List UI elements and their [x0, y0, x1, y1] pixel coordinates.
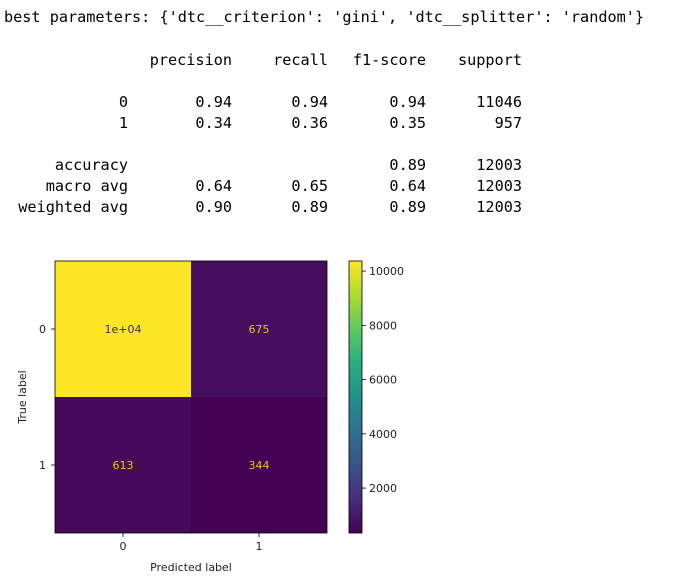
y-axis-label: True label — [16, 370, 29, 424]
report-row-label: 0 — [118, 93, 128, 111]
report-cell-f1: 0.89 — [389, 198, 426, 216]
matrix-cell-0-0 — [55, 261, 191, 397]
best-parameters-line: best parameters: {'dtc__criterion': 'gin… — [4, 8, 645, 26]
matrix-cell-label: 344 — [249, 459, 270, 472]
matrix-frame — [54, 260, 328, 534]
x-tick-label: 0 — [120, 540, 127, 553]
report-cell-recall: 0.36 — [291, 114, 328, 132]
report-cell-f1: 0.35 — [389, 114, 426, 132]
y-tick-label: 1 — [39, 459, 46, 472]
matrix-cell-1-1 — [191, 397, 327, 533]
report-cell-support: 12003 — [476, 156, 522, 174]
matrix-cell-1-0 — [55, 397, 191, 533]
x-tick-label: 1 — [256, 540, 263, 553]
report-cell-f1: 0.94 — [389, 93, 426, 111]
colorbar-tick-label: 6000 — [369, 374, 397, 387]
report-cell-support: 12003 — [476, 177, 522, 195]
report-header-support: support — [457, 51, 522, 69]
report-cell-precision: 0.64 — [195, 177, 232, 195]
report-row-label: accuracy — [54, 156, 128, 174]
report-row-label: 1 — [118, 114, 128, 132]
matrix-cell-label: 675 — [249, 323, 270, 336]
colorbar-tick-label: 10000 — [369, 265, 404, 278]
report-cell-support: 11046 — [476, 93, 522, 111]
report-row-label: macro avg — [45, 177, 128, 195]
x-axis-label: Predicted label — [150, 561, 232, 574]
colorbar-frame — [348, 260, 363, 534]
report-row-label: weighted avg — [18, 198, 128, 216]
report-header-precision: precision — [149, 51, 232, 69]
report-header-f1: f1-score — [352, 51, 426, 69]
report-cell-f1: 0.89 — [389, 156, 426, 174]
report-cell-recall: 0.94 — [291, 93, 328, 111]
matrix-cell-label: 1e+04 — [105, 323, 142, 336]
y-tick-label: 0 — [39, 323, 46, 336]
report-cell-support: 12003 — [476, 198, 522, 216]
report-cell-f1: 0.64 — [389, 177, 426, 195]
report-header-recall: recall — [273, 51, 328, 69]
colorbar-tick-label: 8000 — [369, 319, 397, 332]
report-cell-recall: 0.65 — [291, 177, 328, 195]
colorbar — [349, 261, 362, 533]
report-cell-precision: 0.34 — [195, 114, 232, 132]
report-cell-support: 957 — [494, 114, 522, 132]
matrix-cell-label: 613 — [113, 459, 134, 472]
report-cell-precision: 0.94 — [195, 93, 232, 111]
colorbar-tick-label: 4000 — [369, 428, 397, 441]
report-cell-recall: 0.89 — [291, 198, 328, 216]
matrix-cell-0-1 — [191, 261, 327, 397]
colorbar-tick-label: 2000 — [369, 482, 397, 495]
report-cell-precision: 0.90 — [195, 198, 232, 216]
